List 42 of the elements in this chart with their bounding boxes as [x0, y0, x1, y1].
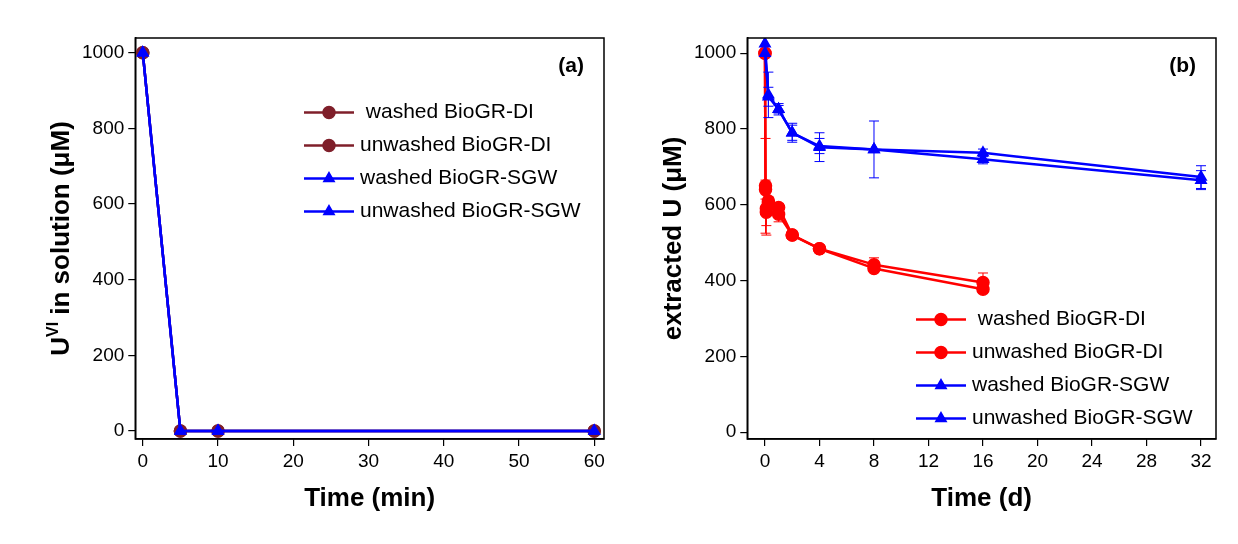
x-tick-label: 50 [508, 449, 530, 471]
annotation: (b) [1169, 53, 1196, 77]
y-tick-label: 800 [92, 116, 125, 138]
x-tick-label: 20 [282, 449, 304, 471]
legend-label: unwashed BioGR-DI [360, 132, 552, 156]
y-axis-title: UVI in solution (μM) [44, 121, 76, 356]
x-tick-label: 20 [1026, 449, 1049, 471]
y-axis-title: extracted U (μM) [657, 136, 688, 341]
x-tick-label: 0 [137, 449, 149, 471]
x-axis-title: Time (d) [931, 481, 1032, 512]
x-tick-label: 32 [1190, 449, 1212, 471]
legend-label: unwashed BioGR-SGW [360, 198, 581, 222]
x-tick-label: 12 [917, 449, 940, 471]
x-tick-label: 16 [972, 449, 994, 471]
x-tick-label: 28 [1135, 449, 1158, 471]
y-tick-label: 600 [92, 192, 125, 214]
y-tick-label: 200 [704, 344, 737, 366]
legend-label: washed BioGR-DI [972, 306, 1146, 330]
x-tick-label: 60 [583, 449, 605, 471]
x-tick-label: 24 [1081, 449, 1103, 471]
x-tick-label: 8 [868, 449, 880, 471]
x-tick-label: 0 [759, 449, 771, 471]
y-tick-label: 800 [704, 117, 737, 139]
y-tick-label: 600 [704, 193, 737, 214]
legend-label: unwashed BioGR-DI [972, 339, 1164, 363]
x-tick-label: 30 [357, 449, 380, 471]
x-tick-label: 40 [433, 449, 455, 471]
y-tick-label: 400 [92, 267, 125, 289]
x-axis-title: Time (min) [304, 481, 436, 512]
x-tick-label: 4 [814, 449, 826, 471]
y-tick-label: 200 [92, 343, 125, 365]
y-tick-label: 1000 [693, 41, 737, 63]
y-tick-label: 0 [113, 419, 125, 441]
y-tick-label: 400 [704, 268, 737, 290]
legend-label: washed BioGR-SGW [971, 372, 1170, 396]
annotation: (a) [558, 53, 584, 77]
x-tick-label: 10 [207, 449, 229, 471]
y-tick-label: 0 [725, 420, 737, 442]
legend-label: washed BioGR-DI [360, 99, 534, 123]
y-tick-label: 1000 [81, 40, 125, 62]
legend-label: washed BioGR-SGW [359, 165, 558, 189]
legend-label: unwashed BioGR-SGW [972, 405, 1193, 429]
